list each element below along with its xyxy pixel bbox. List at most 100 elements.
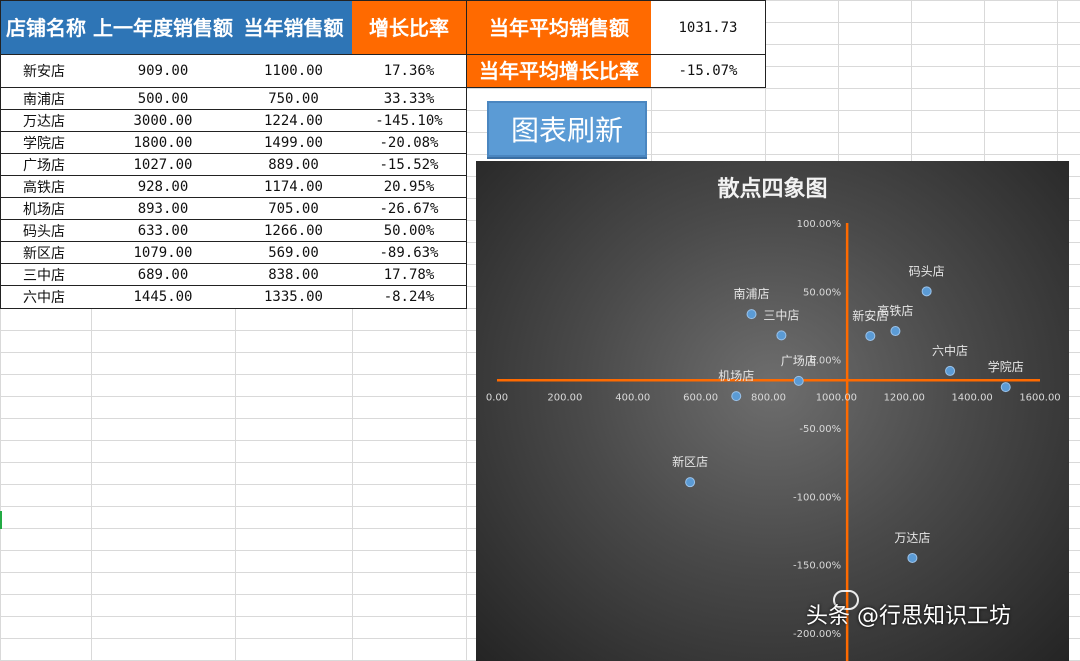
scatter-point — [685, 477, 696, 488]
y-tick-label: -200.00% — [793, 629, 841, 640]
table-cell-growth[interactable]: -8.24% — [352, 286, 467, 309]
avg-growth-label[interactable]: 当年平均增长比率 — [466, 55, 652, 88]
table-cell-last-year[interactable]: 3000.00 — [91, 110, 236, 132]
avg-sales-label[interactable]: 当年平均销售额 — [466, 0, 652, 55]
x-tick-label: 1200.00 — [884, 392, 925, 403]
chart-plot-area: 0.00 200.00 400.00 600.00 800.00 1000.00 1200.… — [486, 219, 1061, 661]
table-cell-this-year[interactable]: 1266.00 — [235, 220, 353, 242]
header-this-year-sales[interactable]: 当年销售额 — [235, 0, 353, 55]
point-label: 机场店 — [718, 369, 754, 383]
scatter-point — [890, 326, 901, 337]
table-cell-growth[interactable]: 17.78% — [352, 264, 467, 286]
point-label: 六中店 — [932, 343, 968, 358]
x-tick-label: 400.00 — [615, 392, 650, 403]
point-label: 码头店 — [909, 264, 945, 278]
table-cell-last-year[interactable]: 633.00 — [91, 220, 236, 242]
table-cell-last-year[interactable]: 500.00 — [91, 88, 236, 110]
table-cell-last-year[interactable]: 1800.00 — [91, 132, 236, 154]
table-cell-this-year[interactable]: 1335.00 — [235, 286, 353, 309]
table-cell-this-year[interactable]: 1100.00 — [235, 55, 353, 88]
header-store-name[interactable]: 店铺名称 — [0, 0, 92, 55]
point-label: 新安店 — [852, 308, 888, 323]
point-label: 三中店 — [763, 307, 799, 322]
table-cell-growth[interactable]: -89.63% — [352, 242, 467, 264]
scatter-point — [865, 330, 876, 341]
table-cell-last-year[interactable]: 689.00 — [91, 264, 236, 286]
y-tick-label: -50.00% — [799, 424, 841, 435]
scatter-point — [776, 330, 787, 341]
x-tick-label: 200.00 — [547, 392, 582, 403]
table-cell-this-year[interactable]: 838.00 — [235, 264, 353, 286]
x-tick-label: 1000.00 — [816, 392, 857, 403]
table-cell-store[interactable]: 南浦店 — [0, 88, 92, 110]
scatter-point — [746, 309, 757, 320]
table-cell-this-year[interactable]: 1174.00 — [235, 176, 353, 198]
scatter-point — [731, 391, 742, 402]
table-cell-store[interactable]: 新安店 — [0, 55, 92, 88]
table-cell-store[interactable]: 码头店 — [0, 220, 92, 242]
table-cell-this-year[interactable]: 705.00 — [235, 198, 353, 220]
chart-title: 散点四象图 — [717, 177, 828, 202]
table-cell-this-year[interactable]: 1224.00 — [235, 110, 353, 132]
table-cell-last-year[interactable]: 1079.00 — [91, 242, 236, 264]
grid-column-line — [235, 0, 236, 661]
watermark: 头条 @行思知识工坊 — [806, 604, 1011, 629]
scatter-point — [945, 365, 956, 376]
table-cell-this-year[interactable]: 889.00 — [235, 154, 353, 176]
table-cell-growth[interactable]: -145.10% — [352, 110, 467, 132]
table-cell-store[interactable]: 机场店 — [0, 198, 92, 220]
y-tick-label: -150.00% — [793, 561, 841, 572]
point-label: 广场店 — [781, 354, 817, 368]
scatter-quadrant-chart[interactable]: 散点四象图 0.00 200.00 400.00 600.00 800.00 1000.0… — [476, 161, 1069, 661]
y-tick-label: -100.00% — [793, 492, 841, 503]
y-tick-label: 0.00% — [809, 356, 841, 367]
row-marker — [0, 511, 2, 529]
table-cell-growth[interactable]: 50.00% — [352, 220, 467, 242]
x-tick-label: 1600.00 — [1019, 392, 1060, 403]
x-tick-label: 0.00 — [486, 392, 508, 403]
chart-refresh-button[interactable]: 图表刷新 — [487, 101, 647, 157]
table-cell-last-year[interactable]: 909.00 — [91, 55, 236, 88]
scatter-point — [793, 375, 804, 386]
table-cell-growth[interactable]: -26.67% — [352, 198, 467, 220]
table-cell-store[interactable]: 万达店 — [0, 110, 92, 132]
avg-sales-value[interactable]: 1031.73 — [651, 0, 766, 55]
scatter-point — [1000, 382, 1011, 393]
table-cell-last-year[interactable]: 893.00 — [91, 198, 236, 220]
watermark-logo-icon — [833, 590, 859, 610]
table-cell-growth[interactable]: 17.36% — [352, 55, 467, 88]
point-label: 万达店 — [894, 531, 930, 545]
table-cell-growth[interactable]: -20.08% — [352, 132, 467, 154]
grid-column-line — [466, 0, 467, 661]
table-cell-growth[interactable]: 33.33% — [352, 88, 467, 110]
grid-column-line — [91, 0, 92, 661]
x-tick-label: 800.00 — [751, 392, 786, 403]
point-label: 南浦店 — [734, 286, 770, 301]
table-cell-growth[interactable]: -15.52% — [352, 154, 467, 176]
avg-growth-value[interactable]: -15.07% — [651, 55, 766, 88]
y-tick-label: 50.00% — [803, 287, 841, 298]
table-cell-store[interactable]: 学院店 — [0, 132, 92, 154]
grid-column-line — [352, 0, 353, 661]
table-cell-store[interactable]: 六中店 — [0, 286, 92, 309]
scatter-point — [907, 552, 918, 563]
table-cell-last-year[interactable]: 1445.00 — [91, 286, 236, 309]
table-cell-this-year[interactable]: 750.00 — [235, 88, 353, 110]
point-label: 学院店 — [988, 359, 1024, 374]
table-cell-last-year[interactable]: 928.00 — [91, 176, 236, 198]
table-cell-growth[interactable]: 20.95% — [352, 176, 467, 198]
point-label: 新区店 — [672, 454, 708, 469]
header-growth-rate[interactable]: 增长比率 — [352, 0, 467, 55]
table-cell-store[interactable]: 广场店 — [0, 154, 92, 176]
point-label: 高铁店 — [877, 303, 913, 318]
table-cell-store[interactable]: 三中店 — [0, 264, 92, 286]
y-tick-label: 100.00% — [797, 219, 842, 230]
table-cell-last-year[interactable]: 1027.00 — [91, 154, 236, 176]
table-cell-this-year[interactable]: 569.00 — [235, 242, 353, 264]
header-last-year-sales[interactable]: 上一年度销售额 — [91, 0, 236, 55]
table-cell-this-year[interactable]: 1499.00 — [235, 132, 353, 154]
table-cell-store[interactable]: 高铁店 — [0, 176, 92, 198]
table-cell-store[interactable]: 新区店 — [0, 242, 92, 264]
x-tick-label: 600.00 — [683, 392, 718, 403]
x-tick-label: 1400.00 — [951, 392, 992, 403]
